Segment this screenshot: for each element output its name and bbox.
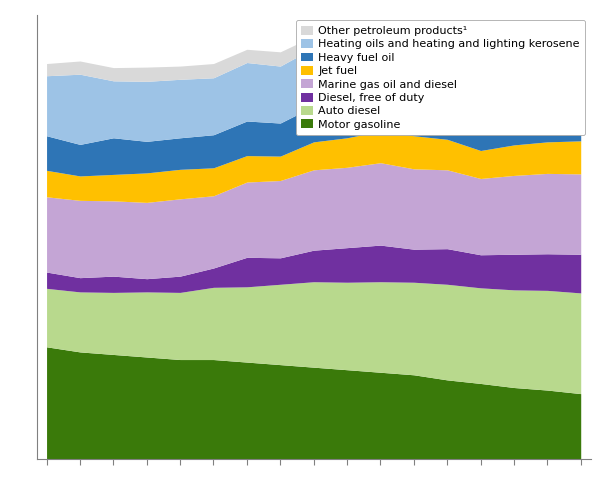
- Legend: Other petroleum products¹, Heating oils and heating and lighting kerosene, Heavy: Other petroleum products¹, Heating oils …: [296, 20, 585, 135]
